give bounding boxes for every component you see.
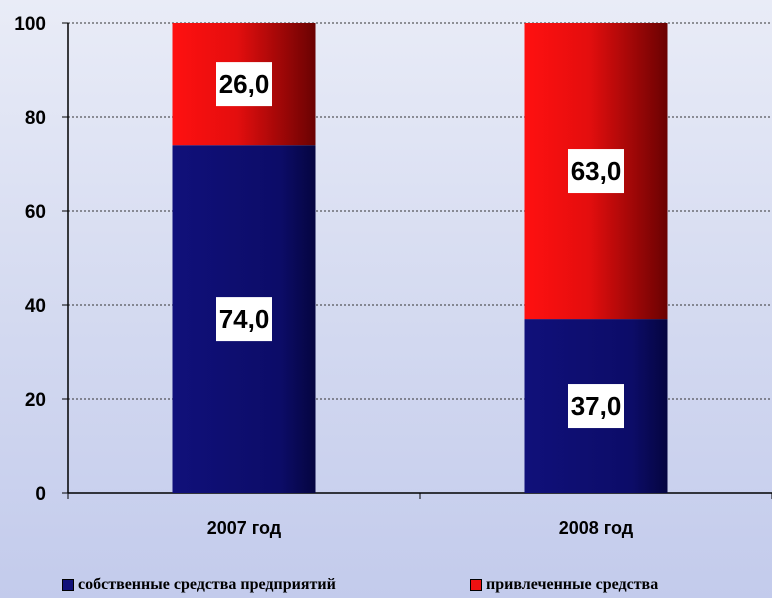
- data-label: 37,0: [571, 391, 622, 421]
- legend-item-borrowed-funds: привлеченные средства: [470, 576, 658, 594]
- y-tick-label: 100: [14, 14, 46, 35]
- data-label-box: [568, 149, 624, 194]
- y-tick-label: 60: [25, 202, 46, 223]
- x-tick-label: 2007 год: [207, 518, 282, 538]
- data-label-box: [568, 384, 624, 429]
- legend-swatch-borrowed-funds: [470, 579, 482, 591]
- data-label: 63,0: [571, 156, 622, 186]
- data-labels: 74,0 26,0 37,0 63,0: [216, 62, 624, 429]
- axes: 0 20 40 60 80 100 2007 год 2008 год: [14, 14, 772, 538]
- legend-label-own-funds: собственные средства предприятий: [78, 576, 336, 593]
- legend: собственные средства предприятий привлеч…: [0, 574, 772, 598]
- data-label-box: [216, 297, 272, 342]
- y-tick-label: 0: [35, 484, 46, 505]
- legend-swatch-own-funds: [62, 579, 74, 591]
- x-tick-label: 2008 год: [559, 518, 634, 538]
- bar-chart: 0 20 40 60 80 100 2007 год 2008 год 74,0 26,0 37,…: [14, 14, 772, 538]
- legend-item-own-funds: собственные средства предприятий: [62, 576, 336, 594]
- data-label-box: [216, 62, 272, 107]
- y-tick-label: 20: [25, 390, 46, 411]
- legend-label-borrowed-funds: привлеченные средства: [486, 576, 659, 593]
- data-label: 74,0: [219, 304, 270, 334]
- data-label: 26,0: [219, 69, 270, 99]
- y-tick-label: 40: [25, 296, 46, 317]
- y-tick-label: 80: [25, 108, 46, 129]
